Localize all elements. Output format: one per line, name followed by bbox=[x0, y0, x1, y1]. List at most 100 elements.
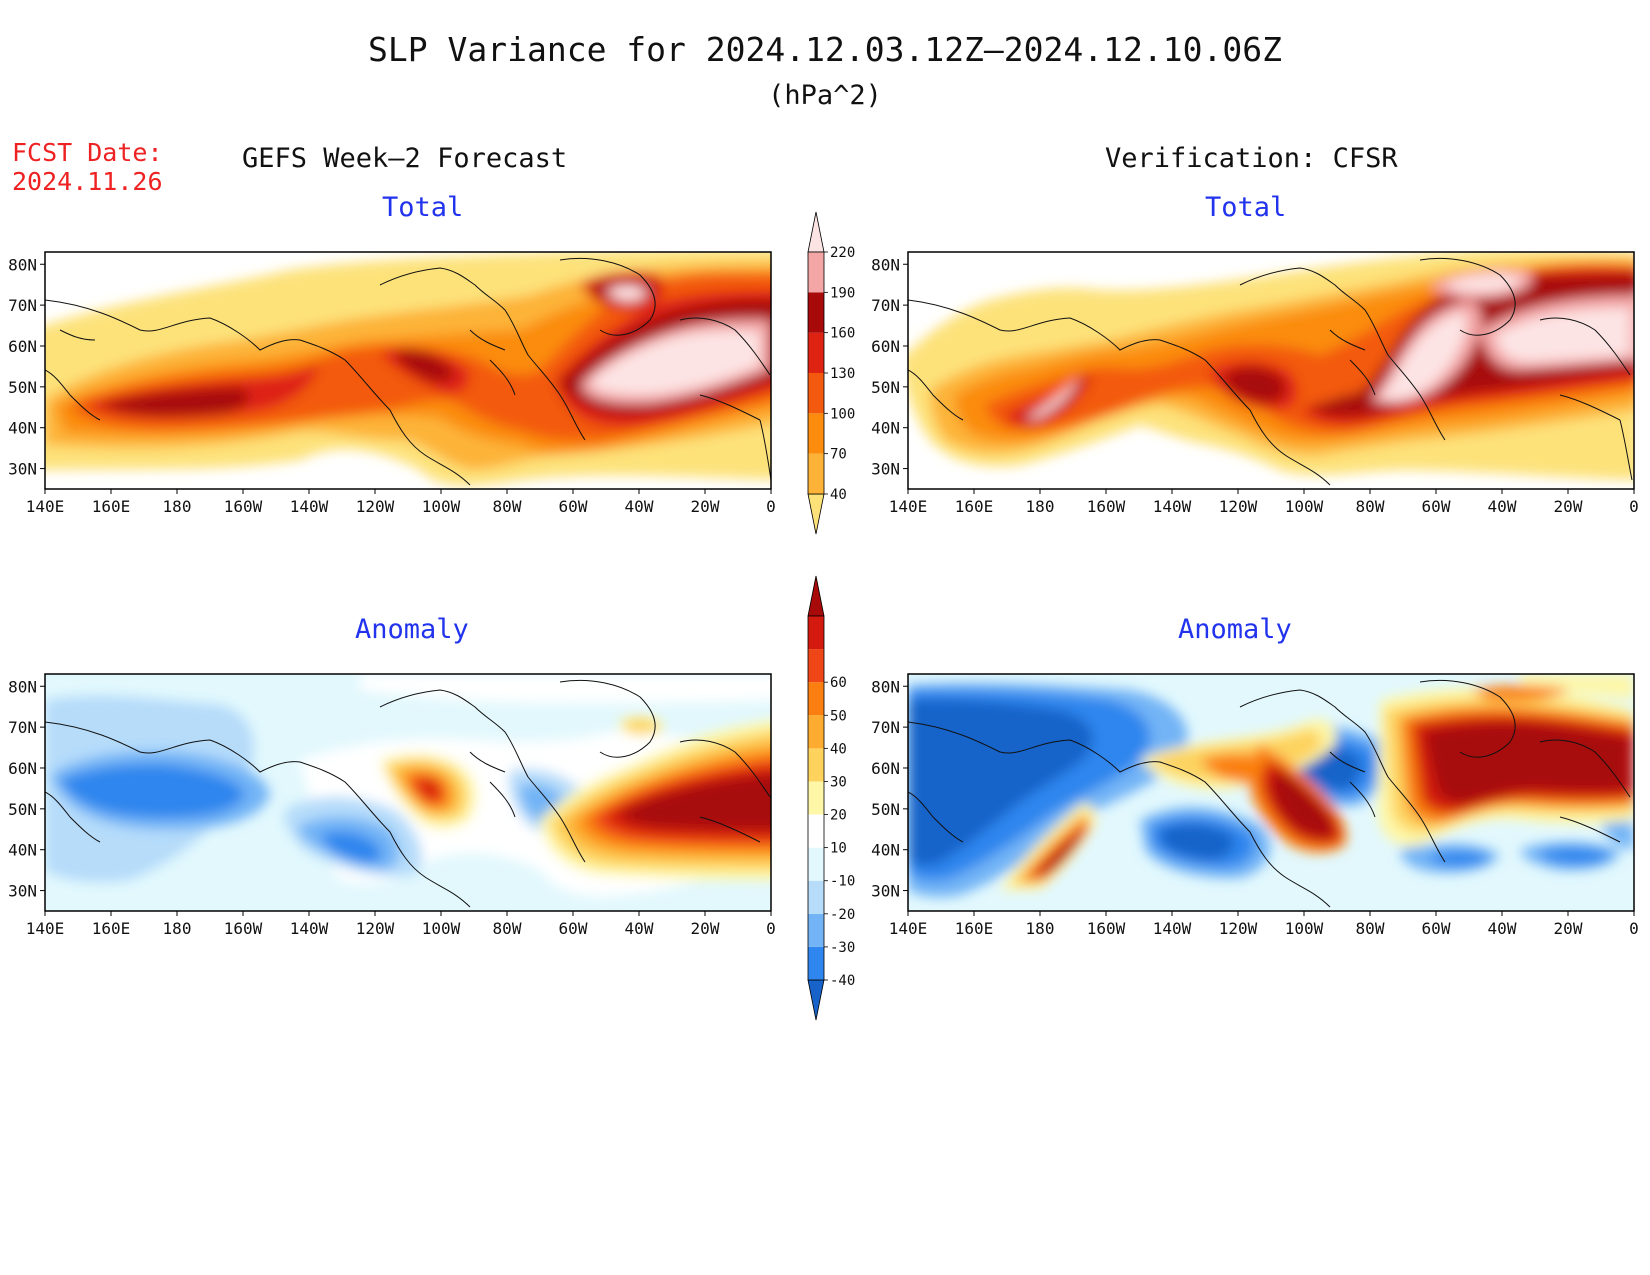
panel-title-verification-anomaly: Anomaly bbox=[1178, 614, 1292, 645]
lon-tick-label: 160W bbox=[224, 497, 263, 516]
colorbar-extend-bottom bbox=[807, 493, 825, 535]
lon-tick-label: 180 bbox=[1026, 497, 1055, 516]
colorbar-band bbox=[808, 715, 824, 749]
lat-tick-label: 40N bbox=[8, 419, 37, 438]
colorbar-label: 130 bbox=[830, 366, 855, 382]
lon-tick-label: 140E bbox=[889, 919, 928, 938]
colorbar-extend-top bbox=[807, 575, 825, 617]
colorbar-label: 100 bbox=[830, 406, 855, 422]
lon-tick-label: 0 bbox=[766, 919, 776, 938]
panel-frame bbox=[44, 251, 772, 490]
panel-forecast-anomaly: 140E 160E 180 160W 140W 120W 100W 80W 60W 40W 20W 0… bbox=[8, 673, 776, 938]
lon-tick-label: 180 bbox=[1026, 919, 1055, 938]
lon-tick-label: 20W bbox=[691, 497, 720, 516]
colorbar-label: 20 bbox=[830, 808, 847, 824]
lat-tick-label: 80N bbox=[8, 255, 37, 274]
colorbar-band bbox=[808, 682, 824, 716]
lat-tick-label: 70N bbox=[8, 296, 37, 315]
colorbar-label: 190 bbox=[830, 285, 855, 301]
panel-verification-total: 140E 160E 180 160W 140W 120W 100W 80W 60W 40W 20W 0… bbox=[871, 251, 1639, 516]
lon-tick-label: 140W bbox=[290, 497, 329, 516]
figure-units: (hPa^2) bbox=[768, 80, 882, 111]
panel-title-forecast-anomaly: Anomaly bbox=[355, 614, 469, 645]
lon-tick-label: 20W bbox=[1554, 919, 1583, 938]
lat-tick-label: 50N bbox=[8, 800, 37, 819]
lat-tick-label: 40N bbox=[871, 419, 900, 438]
colorbar-band bbox=[808, 616, 824, 650]
colorbar-anomaly: -40 -30 -20 -10 10 20 30 40 50 60 bbox=[807, 575, 855, 1021]
lon-tick-label: 160E bbox=[955, 497, 994, 516]
lon-tick-label: 100W bbox=[422, 919, 461, 938]
lat-tick-label: 80N bbox=[8, 677, 37, 696]
lon-tick-label: 60W bbox=[1422, 919, 1451, 938]
colorbar-extend-top bbox=[807, 211, 825, 253]
colorbar-band bbox=[808, 332, 824, 373]
verification-total-axes: 140E 160E 180 160W 140W 120W 100W 80W 60W 40W 20W 0… bbox=[871, 255, 1639, 516]
lon-tick-label: 80W bbox=[493, 919, 522, 938]
lon-tick-label: 180 bbox=[163, 497, 192, 516]
lon-tick-label: 40W bbox=[625, 497, 654, 516]
lon-tick-label: 160W bbox=[1087, 497, 1126, 516]
lat-tick-label: 70N bbox=[8, 718, 37, 737]
lat-tick-label: 30N bbox=[8, 882, 37, 901]
colorbar-band bbox=[808, 781, 824, 815]
lon-tick-label: 80W bbox=[493, 497, 522, 516]
forecast-total-field bbox=[45, 252, 771, 489]
lon-tick-label: 60W bbox=[559, 497, 588, 516]
lon-tick-label: 140E bbox=[889, 497, 928, 516]
colorbar-band bbox=[808, 847, 824, 881]
lon-tick-label: 140E bbox=[26, 497, 65, 516]
panel-frame bbox=[44, 673, 772, 912]
lat-tick-label: 60N bbox=[8, 337, 37, 356]
colorbar-extend-bottom bbox=[807, 979, 825, 1021]
lat-tick-label: 80N bbox=[871, 677, 900, 696]
lon-tick-label: 160W bbox=[1087, 919, 1126, 938]
lon-tick-label: 120W bbox=[1219, 919, 1258, 938]
lon-tick-label: 160W bbox=[224, 919, 263, 938]
lat-tick-label: 60N bbox=[8, 759, 37, 778]
lat-tick-label: 30N bbox=[871, 460, 900, 479]
colorbar-label: 160 bbox=[830, 326, 855, 342]
panel-title-verification-total: Total bbox=[1205, 192, 1287, 223]
lon-tick-label: 120W bbox=[356, 497, 395, 516]
lon-tick-label: 0 bbox=[1629, 497, 1639, 516]
colorbar-band bbox=[808, 814, 824, 848]
lat-tick-label: 50N bbox=[8, 378, 37, 397]
colorbar-label: 50 bbox=[830, 708, 847, 724]
lon-tick-label: 100W bbox=[1285, 919, 1324, 938]
colorbar-band bbox=[808, 913, 824, 947]
lat-tick-label: 60N bbox=[871, 337, 900, 356]
lat-tick-label: 60N bbox=[871, 759, 900, 778]
colorbar-label: -10 bbox=[830, 874, 855, 890]
forecast-anomaly-axes: 140E 160E 180 160W 140W 120W 100W 80W 60W 40W 20W 0… bbox=[8, 677, 776, 938]
panel-verification-anomaly: 140E 160E 180 160W 140W 120W 100W 80W 60W 40W 20W 0… bbox=[871, 673, 1639, 938]
verification-column-title: Verification: CFSR bbox=[1105, 143, 1398, 174]
verification-anomaly-axes: 140E 160E 180 160W 140W 120W 100W 80W 60W 40W 20W 0… bbox=[871, 677, 1639, 938]
colorbar-band bbox=[808, 373, 824, 414]
forecast-date-label: FCST Date: bbox=[12, 138, 163, 167]
forecast-date: 2024.11.26 bbox=[12, 167, 163, 196]
colorbar-label: -40 bbox=[830, 973, 855, 989]
colorbar-label: 70 bbox=[830, 447, 847, 463]
lat-tick-label: 70N bbox=[871, 718, 900, 737]
colorbar-band bbox=[808, 946, 824, 980]
colorbar-band bbox=[808, 413, 824, 454]
panel-frame bbox=[907, 673, 1635, 912]
colorbar-band bbox=[808, 252, 824, 293]
colorbar-label: 60 bbox=[830, 675, 847, 691]
lon-tick-label: 0 bbox=[766, 497, 776, 516]
lon-tick-label: 120W bbox=[356, 919, 395, 938]
colorbar-band bbox=[808, 453, 824, 494]
lat-tick-label: 40N bbox=[8, 841, 37, 860]
lat-tick-label: 50N bbox=[871, 800, 900, 819]
forecast-column-title: GEFS Week–2 Forecast bbox=[242, 143, 568, 174]
colorbar-label: 10 bbox=[830, 841, 847, 857]
lon-tick-label: 20W bbox=[1554, 497, 1583, 516]
colorbar-label: 40 bbox=[830, 741, 847, 757]
lon-tick-label: 140W bbox=[1153, 919, 1192, 938]
lon-tick-label: 140E bbox=[26, 919, 65, 938]
colorbar-label: 40 bbox=[830, 487, 847, 503]
colorbar-label: -30 bbox=[830, 940, 855, 956]
lat-tick-label: 30N bbox=[871, 882, 900, 901]
